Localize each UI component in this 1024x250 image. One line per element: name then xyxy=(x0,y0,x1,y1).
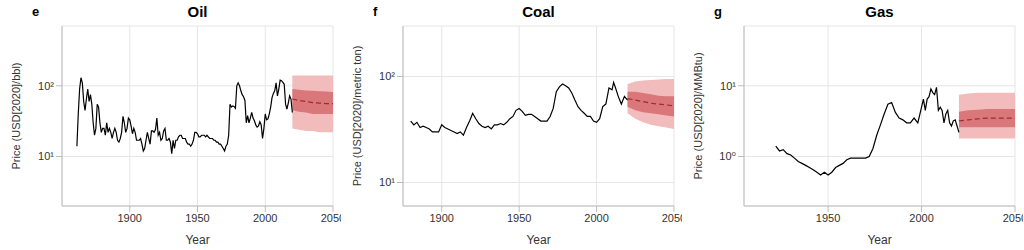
svg-text:10¹: 10¹ xyxy=(379,176,395,188)
html-text:Gas: Gas xyxy=(865,3,894,20)
svg-text:2050: 2050 xyxy=(1003,212,1016,224)
svg-text:Price (USD[2020]/metric ton): Price (USD[2020]/metric ton) xyxy=(351,46,363,187)
svg-text:1900: 1900 xyxy=(118,212,142,224)
svg-text:2000: 2000 xyxy=(584,212,608,224)
svg-text:1950: 1950 xyxy=(185,212,209,224)
svg-text:1950: 1950 xyxy=(507,212,531,224)
html-text:f: f xyxy=(373,4,378,19)
svg-text:Price (USD[2020]/MMBtu): Price (USD[2020]/MMBtu) xyxy=(692,52,704,179)
svg-text:10¹: 10¹ xyxy=(38,150,54,162)
svg-text:10⁰: 10⁰ xyxy=(719,150,736,162)
svg-text:Year: Year xyxy=(867,233,891,247)
svg-text:10¹: 10¹ xyxy=(720,80,736,92)
svg-text:Year: Year xyxy=(185,233,209,247)
html-text:Coal: Coal xyxy=(522,3,555,20)
svg-text:2000: 2000 xyxy=(253,212,277,224)
svg-text:2050: 2050 xyxy=(321,212,341,224)
html-text:Oil: Oil xyxy=(187,3,208,20)
svg-text:1900: 1900 xyxy=(429,212,453,224)
svg-text:1950: 1950 xyxy=(816,212,840,224)
svg-text:Price (USD[2020]/bbl): Price (USD[2020]/bbl) xyxy=(10,63,22,170)
svg-text:Year: Year xyxy=(526,233,550,247)
svg-text:2050: 2050 xyxy=(662,212,682,224)
svg-text:10²: 10² xyxy=(379,70,395,82)
html-text:g: g xyxy=(714,4,722,19)
svg-text:10²: 10² xyxy=(38,80,54,92)
html-text:e: e xyxy=(32,4,40,19)
svg-text:2000: 2000 xyxy=(909,212,933,224)
